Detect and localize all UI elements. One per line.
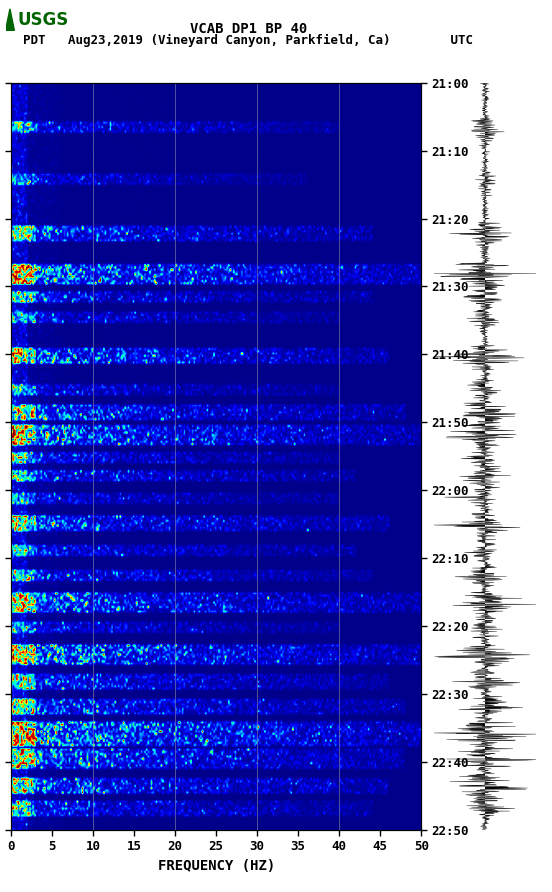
X-axis label: FREQUENCY (HZ): FREQUENCY (HZ) <box>157 858 275 872</box>
Polygon shape <box>6 9 14 30</box>
Text: VCAB DP1 BP 40: VCAB DP1 BP 40 <box>190 22 307 37</box>
Text: PDT   Aug23,2019 (Vineyard Canyon, Parkfield, Ca)        UTC: PDT Aug23,2019 (Vineyard Canyon, Parkfie… <box>23 34 474 47</box>
Text: USGS: USGS <box>18 11 69 29</box>
